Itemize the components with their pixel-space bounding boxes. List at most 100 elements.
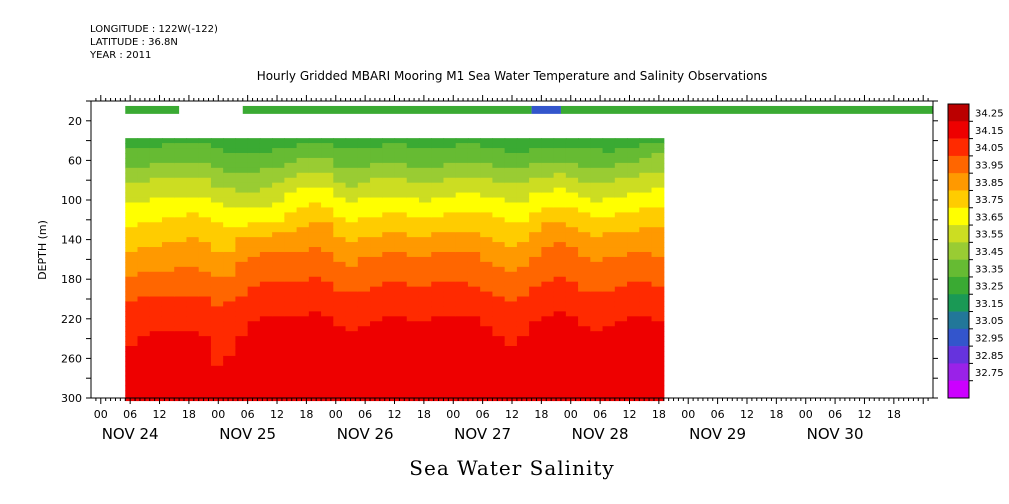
- heatmap-cell: [565, 227, 579, 233]
- heatmap-cell: [357, 360, 371, 367]
- heatmap-cell: [284, 276, 298, 283]
- heatmap-cell: [455, 167, 469, 174]
- heatmap-cell: [627, 266, 640, 273]
- heatmap-cell: [529, 187, 542, 194]
- heatmap-cell: [529, 291, 542, 298]
- heatmap-cell: [602, 266, 616, 273]
- heatmap-cell: [370, 197, 383, 204]
- heatmap-cell: [455, 311, 469, 317]
- heatmap-cell: [308, 237, 322, 243]
- heatmap-cell: [406, 316, 420, 322]
- heatmap-cell: [210, 237, 224, 243]
- heatmap-cell: [394, 326, 408, 332]
- heatmap-cell: [357, 311, 371, 317]
- heatmap-cell: [492, 346, 506, 352]
- heatmap-cell: [198, 152, 212, 159]
- heatmap-cell: [125, 212, 139, 218]
- colorbar-swatch: [948, 346, 969, 364]
- heatmap-cell: [161, 187, 175, 194]
- heatmap-cell: [529, 266, 542, 273]
- heatmap-cell: [161, 380, 175, 387]
- heatmap-cell: [174, 138, 188, 144]
- heatmap-cell: [186, 187, 200, 194]
- heatmap-cell: [406, 266, 420, 273]
- heatmap-cell: [431, 167, 445, 174]
- heatmap-cell: [357, 157, 371, 164]
- heatmap-cell: [602, 232, 616, 238]
- colorbar-frame: [947, 103, 970, 399]
- heatmap-cell: [602, 331, 616, 337]
- heatmap-cell: [137, 192, 151, 199]
- heatmap-cell: [186, 182, 200, 189]
- heatmap-cell: [614, 350, 628, 357]
- heatmap-cell: [137, 375, 151, 382]
- heatmap-cell: [186, 385, 200, 392]
- heatmap-cell: [321, 281, 334, 288]
- heatmap-cell: [223, 311, 237, 317]
- heatmap-cell: [223, 261, 237, 268]
- heatmap-cell: [321, 341, 334, 347]
- heatmap-cell: [529, 182, 542, 189]
- heatmap-cell: [541, 172, 555, 179]
- heatmap-cell: [418, 187, 432, 194]
- heatmap-cell: [321, 296, 334, 303]
- heatmap-cell: [198, 336, 212, 342]
- heatmap-cell: [308, 380, 322, 387]
- heatmap-cell: [455, 197, 469, 204]
- heatmap-cell: [370, 256, 383, 263]
- heatmap-cell: [492, 197, 506, 204]
- heatmap-cell: [492, 291, 506, 298]
- heatmap-cell: [431, 341, 445, 347]
- heatmap-cell: [529, 271, 542, 278]
- heatmap-cell: [149, 360, 163, 367]
- heatmap-cell: [174, 192, 188, 199]
- heatmap-cell: [467, 167, 481, 174]
- heatmap-cell: [565, 232, 579, 238]
- heatmap-cell: [467, 222, 481, 228]
- heatmap-cell: [492, 350, 506, 357]
- heatmap-cell: [333, 331, 347, 337]
- heatmap-cell: [259, 291, 273, 298]
- heatmap-cell: [149, 286, 163, 293]
- heatmap-cell: [443, 167, 457, 174]
- heatmap-cell: [370, 182, 383, 189]
- heatmap-cell: [541, 256, 555, 263]
- heatmap-cell: [553, 266, 567, 273]
- heatmap-cell: [161, 162, 175, 169]
- heatmap-cell: [357, 148, 371, 154]
- heatmap-cell: [418, 380, 432, 387]
- heatmap-cell: [333, 326, 347, 332]
- heatmap-cell: [149, 212, 163, 218]
- heatmap-cell: [186, 311, 200, 317]
- heatmap-cell: [357, 232, 371, 238]
- heatmap-cell: [308, 350, 322, 357]
- x-hour-tick-label: 18: [769, 408, 783, 421]
- heatmap-cell: [149, 172, 163, 179]
- heatmap-cell: [431, 227, 445, 233]
- heatmap-cell: [137, 331, 151, 337]
- heatmap-cell: [259, 331, 273, 337]
- heatmap-cell: [455, 172, 469, 179]
- heatmap-cell: [382, 341, 396, 347]
- heatmap-cell: [639, 271, 653, 278]
- heatmap-cell: [627, 286, 640, 293]
- heatmap-cell: [235, 182, 249, 189]
- colorbar-label: 33.35: [975, 264, 1004, 275]
- heatmap-cell: [321, 360, 334, 367]
- heatmap-cell: [516, 326, 530, 332]
- heatmap-cell: [614, 385, 628, 392]
- heatmap-cell: [406, 157, 420, 164]
- heatmap-cell: [284, 192, 298, 199]
- heatmap-cell: [198, 375, 212, 382]
- heatmap-cell: [186, 390, 200, 397]
- heatmap-cell: [504, 291, 518, 298]
- heatmap-cell: [467, 276, 481, 283]
- heatmap-cell: [149, 355, 163, 362]
- heatmap-cell: [553, 247, 567, 253]
- heatmap-cell: [651, 247, 665, 253]
- heatmap-cell: [565, 370, 579, 377]
- heatmap-cell: [125, 187, 139, 194]
- heatmap-cell: [406, 336, 420, 342]
- heatmap-cell: [406, 311, 420, 317]
- heatmap-cell: [553, 162, 567, 169]
